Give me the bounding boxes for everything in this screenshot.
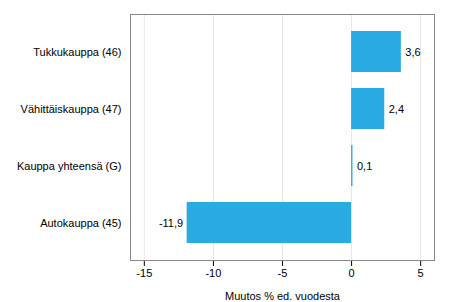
svg-text:Autokauppa (45): Autokauppa (45) bbox=[40, 217, 121, 229]
svg-text:2,4: 2,4 bbox=[389, 103, 404, 115]
svg-text:Vähittäiskauppa (47): Vähittäiskauppa (47) bbox=[21, 103, 122, 115]
svg-text:-10: -10 bbox=[205, 267, 221, 279]
svg-text:Muutos % ed. vuodesta: Muutos % ed. vuodesta bbox=[225, 290, 341, 302]
svg-text:-15: -15 bbox=[136, 267, 152, 279]
svg-text:Kauppa yhteensä (G): Kauppa yhteensä (G) bbox=[17, 160, 122, 172]
svg-text:-5: -5 bbox=[278, 267, 288, 279]
svg-text:0,1: 0,1 bbox=[357, 160, 372, 172]
svg-text:-11,9: -11,9 bbox=[159, 217, 183, 229]
svg-text:3,6: 3,6 bbox=[405, 46, 420, 58]
svg-text:0: 0 bbox=[349, 267, 355, 279]
svg-text:5: 5 bbox=[418, 267, 424, 279]
svg-text:Tukkukauppa (46): Tukkukauppa (46) bbox=[33, 46, 121, 58]
